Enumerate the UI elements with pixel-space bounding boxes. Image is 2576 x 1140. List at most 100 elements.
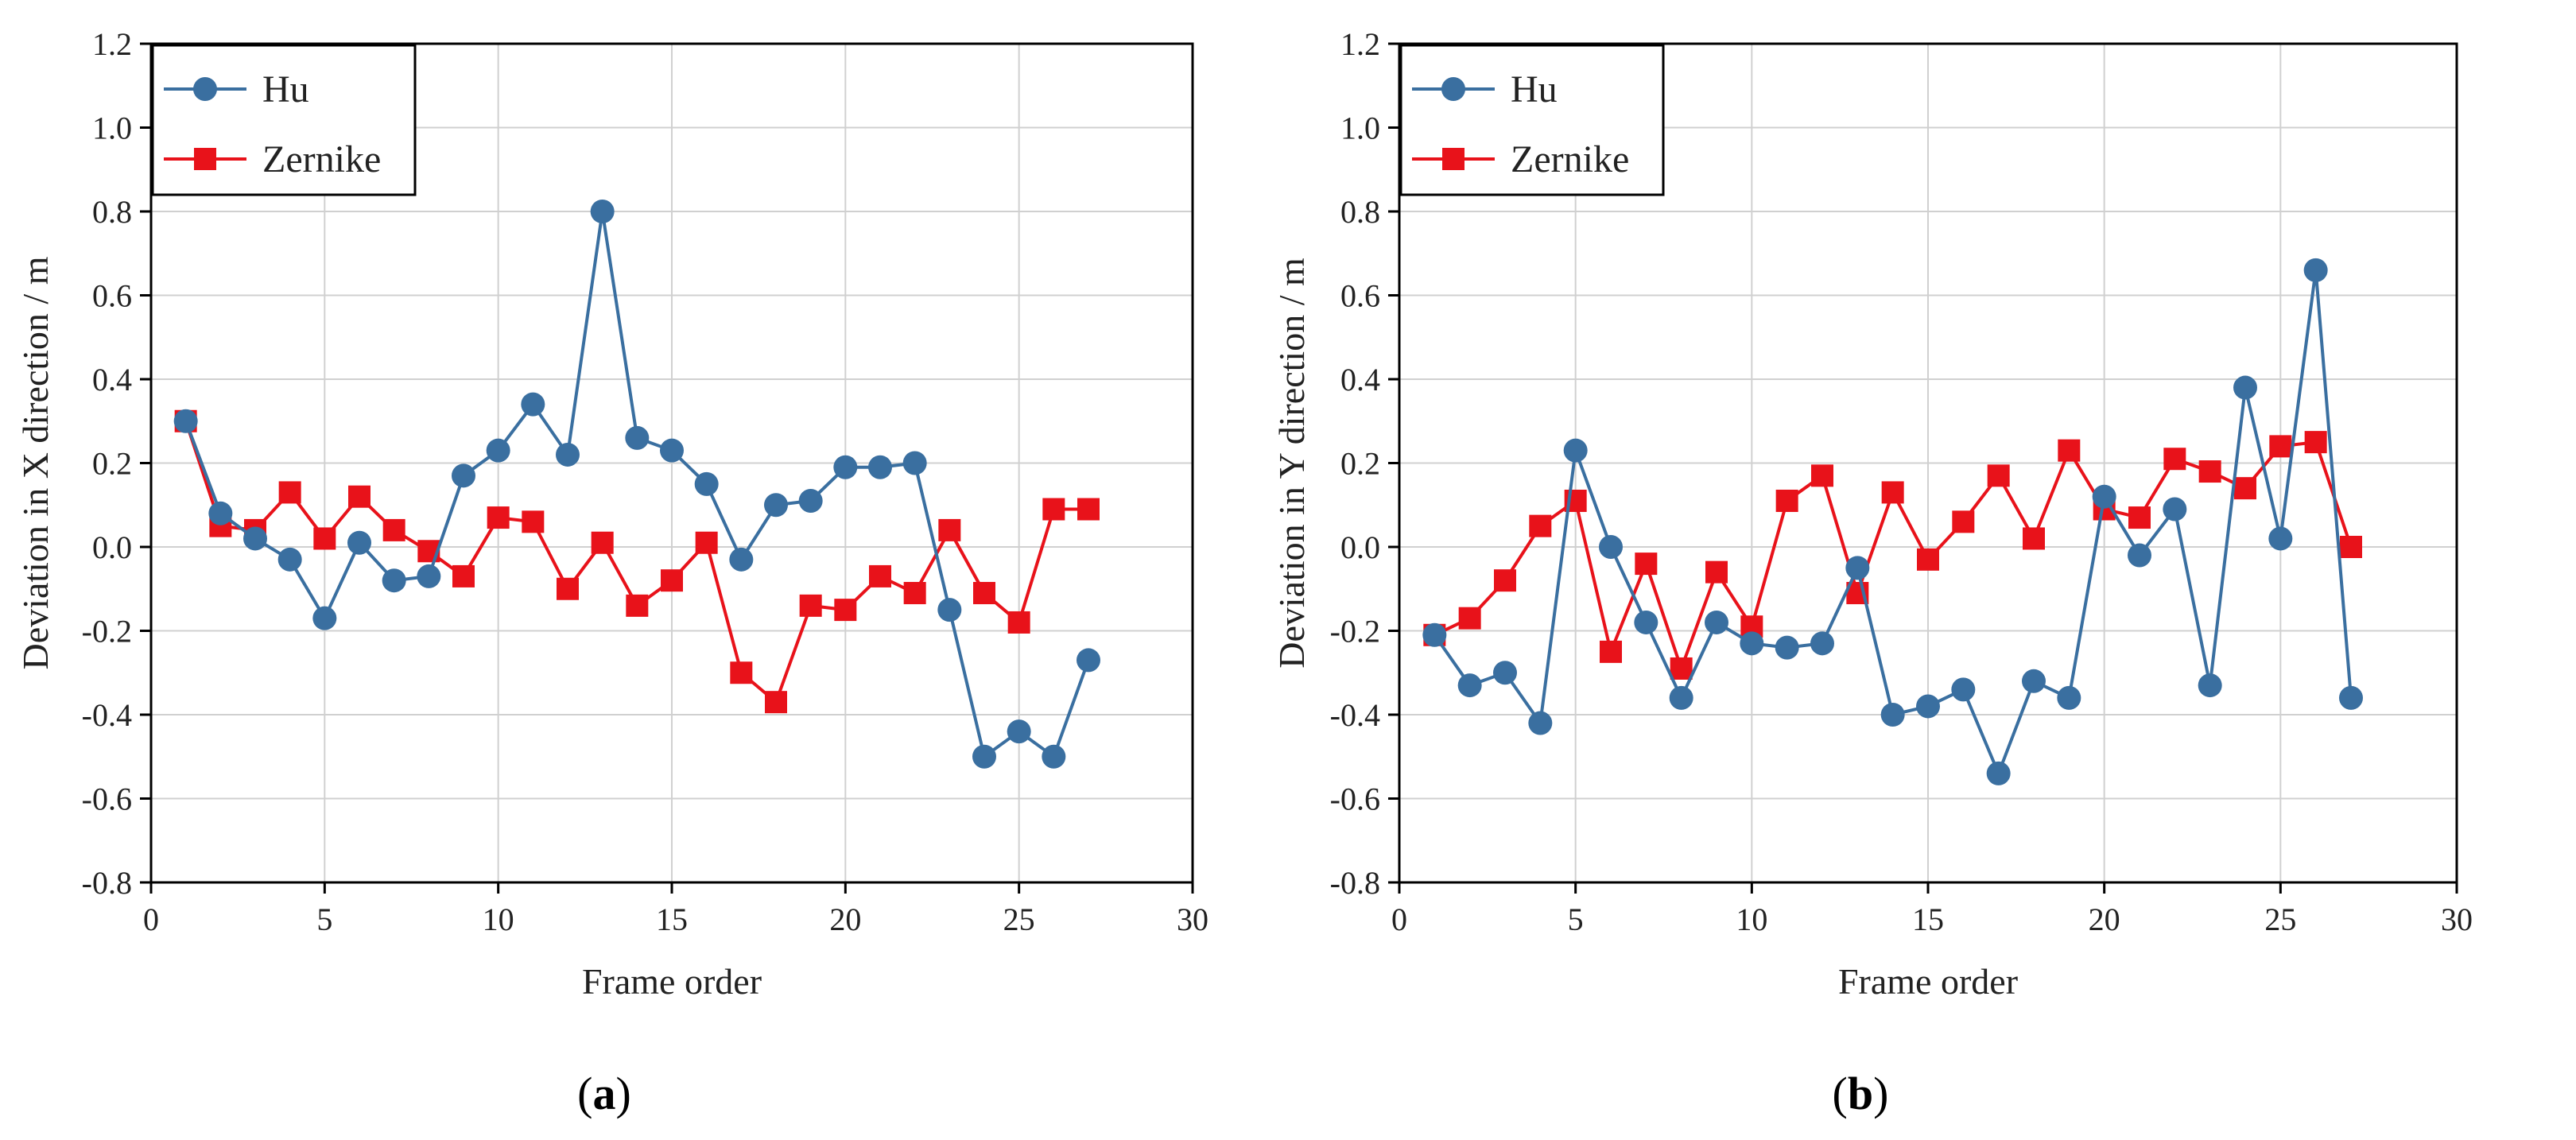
data-point-zernike — [834, 599, 857, 622]
series-line-hu — [184, 211, 1090, 760]
data-point-zernike — [1494, 569, 1516, 592]
y-tick-label: 0.0 — [92, 529, 132, 565]
x-tick-label: 30 — [1177, 902, 1208, 937]
data-point-hu — [1880, 703, 1905, 727]
x-tick-label: 25 — [1003, 902, 1035, 937]
x-tick-label: 15 — [1912, 902, 1944, 937]
data-point-zernike — [522, 510, 545, 533]
data-point-zernike — [2128, 506, 2151, 529]
y-tick-label: -0.8 — [1330, 865, 1380, 901]
data-point-zernike — [2269, 435, 2292, 458]
legend-marker — [1442, 148, 1465, 170]
data-point-zernike — [452, 564, 475, 587]
data-point-hu — [868, 455, 892, 479]
y-tick-label: 0.8 — [92, 194, 132, 230]
data-point-hu — [1740, 631, 1764, 656]
data-point-hu — [1810, 631, 1834, 656]
data-point-zernike — [765, 691, 787, 714]
series-zernike — [1423, 431, 2362, 680]
data-point-hu — [2339, 685, 2363, 710]
data-point-zernike — [938, 518, 961, 541]
data-point-hu — [556, 442, 580, 467]
data-point-hu — [1669, 685, 1693, 710]
y-tick-label: -0.4 — [1330, 697, 1380, 733]
legend: Hu Zernike — [1399, 44, 1665, 196]
data-point-hu — [173, 409, 198, 433]
data-point-hu — [2268, 526, 2293, 551]
data-point-hu — [972, 744, 996, 769]
x-tick-label: 10 — [483, 902, 514, 937]
data-point-hu — [1422, 622, 1447, 647]
y-tick-label: 0.2 — [92, 446, 132, 482]
data-point-zernike — [487, 506, 510, 529]
data-point-zernike — [1917, 548, 1939, 571]
data-point-hu — [625, 425, 650, 450]
y-tick-label: -0.2 — [82, 614, 132, 649]
data-point-zernike — [869, 564, 891, 587]
data-point-zernike — [1529, 514, 1552, 537]
data-point-zernike — [2340, 536, 2362, 558]
legend-label: Hu — [262, 68, 309, 111]
y-tick-label: -0.6 — [82, 781, 132, 817]
data-point-hu — [2163, 497, 2187, 522]
data-point-hu — [1563, 438, 1588, 463]
data-point-hu — [833, 455, 858, 479]
data-point-zernike — [1600, 640, 1622, 663]
y-axis-title: Deviation in Y direction / m — [1271, 258, 1312, 669]
y-tick-label: 0.0 — [1340, 529, 1380, 565]
x-tick-label: 10 — [1736, 902, 1767, 937]
x-tick-label: 15 — [656, 902, 688, 937]
x-tick-label: 0 — [1391, 902, 1407, 937]
y-tick-label: -0.2 — [1330, 614, 1380, 649]
data-point-zernike — [2234, 477, 2256, 500]
data-point-zernike — [903, 582, 926, 605]
data-point-hu — [1986, 761, 2011, 785]
data-point-hu — [2198, 673, 2222, 698]
panel-caption: (b) — [1833, 1068, 1889, 1119]
y-axis-title: Deviation in X direction / m — [15, 256, 56, 669]
y-tick-label: 0.4 — [92, 362, 132, 397]
data-point-zernike — [557, 577, 579, 600]
series-zernike — [174, 409, 1100, 714]
data-point-hu — [486, 438, 510, 463]
data-point-hu — [2128, 543, 2151, 568]
data-point-hu — [1599, 535, 1623, 559]
data-point-hu — [1845, 556, 1870, 580]
data-point-hu — [347, 530, 371, 555]
data-point-zernike — [1705, 560, 1728, 584]
y-tick-label: 0.6 — [92, 278, 132, 314]
data-point-zernike — [2198, 460, 2221, 483]
data-point-hu — [1077, 648, 1100, 673]
data-point-zernike — [1458, 607, 1481, 630]
y-tick-label: 0.6 — [1340, 278, 1380, 314]
data-point-zernike — [626, 594, 649, 617]
data-point-hu — [590, 200, 615, 223]
data-point-zernike — [1042, 498, 1065, 521]
data-point-zernike — [382, 518, 405, 541]
data-point-hu — [1775, 635, 1799, 660]
data-point-zernike — [1077, 498, 1100, 521]
data-point-hu — [208, 501, 233, 525]
data-point-hu — [243, 526, 267, 551]
data-point-hu — [1951, 677, 1976, 702]
data-point-zernike — [2023, 527, 2045, 550]
data-point-hu — [417, 564, 441, 588]
data-point-zernike — [1670, 657, 1693, 680]
data-point-hu — [277, 547, 302, 572]
x-tick-label: 5 — [316, 902, 332, 937]
data-point-zernike — [2163, 448, 2186, 471]
y-tick-label: 1.0 — [1340, 111, 1380, 146]
y-tick-label: 1.0 — [92, 111, 132, 146]
data-point-hu — [452, 463, 475, 488]
data-point-zernike — [348, 485, 370, 508]
data-point-hu — [2303, 258, 2328, 282]
data-point-zernike — [973, 582, 995, 605]
data-point-hu — [1916, 694, 1940, 719]
data-point-hu — [729, 547, 754, 572]
data-point-hu — [1634, 610, 1658, 634]
data-point-hu — [764, 493, 788, 518]
x-tick-label: 30 — [2441, 902, 2473, 937]
data-point-zernike — [313, 527, 336, 550]
y-tick-label: 0.8 — [1340, 194, 1380, 230]
data-point-hu — [2022, 669, 2046, 693]
